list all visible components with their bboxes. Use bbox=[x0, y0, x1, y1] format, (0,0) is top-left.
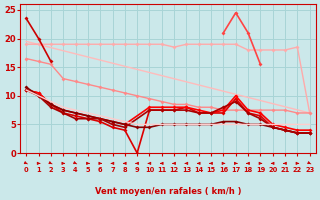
X-axis label: Vent moyen/en rafales ( km/h ): Vent moyen/en rafales ( km/h ) bbox=[95, 187, 241, 196]
